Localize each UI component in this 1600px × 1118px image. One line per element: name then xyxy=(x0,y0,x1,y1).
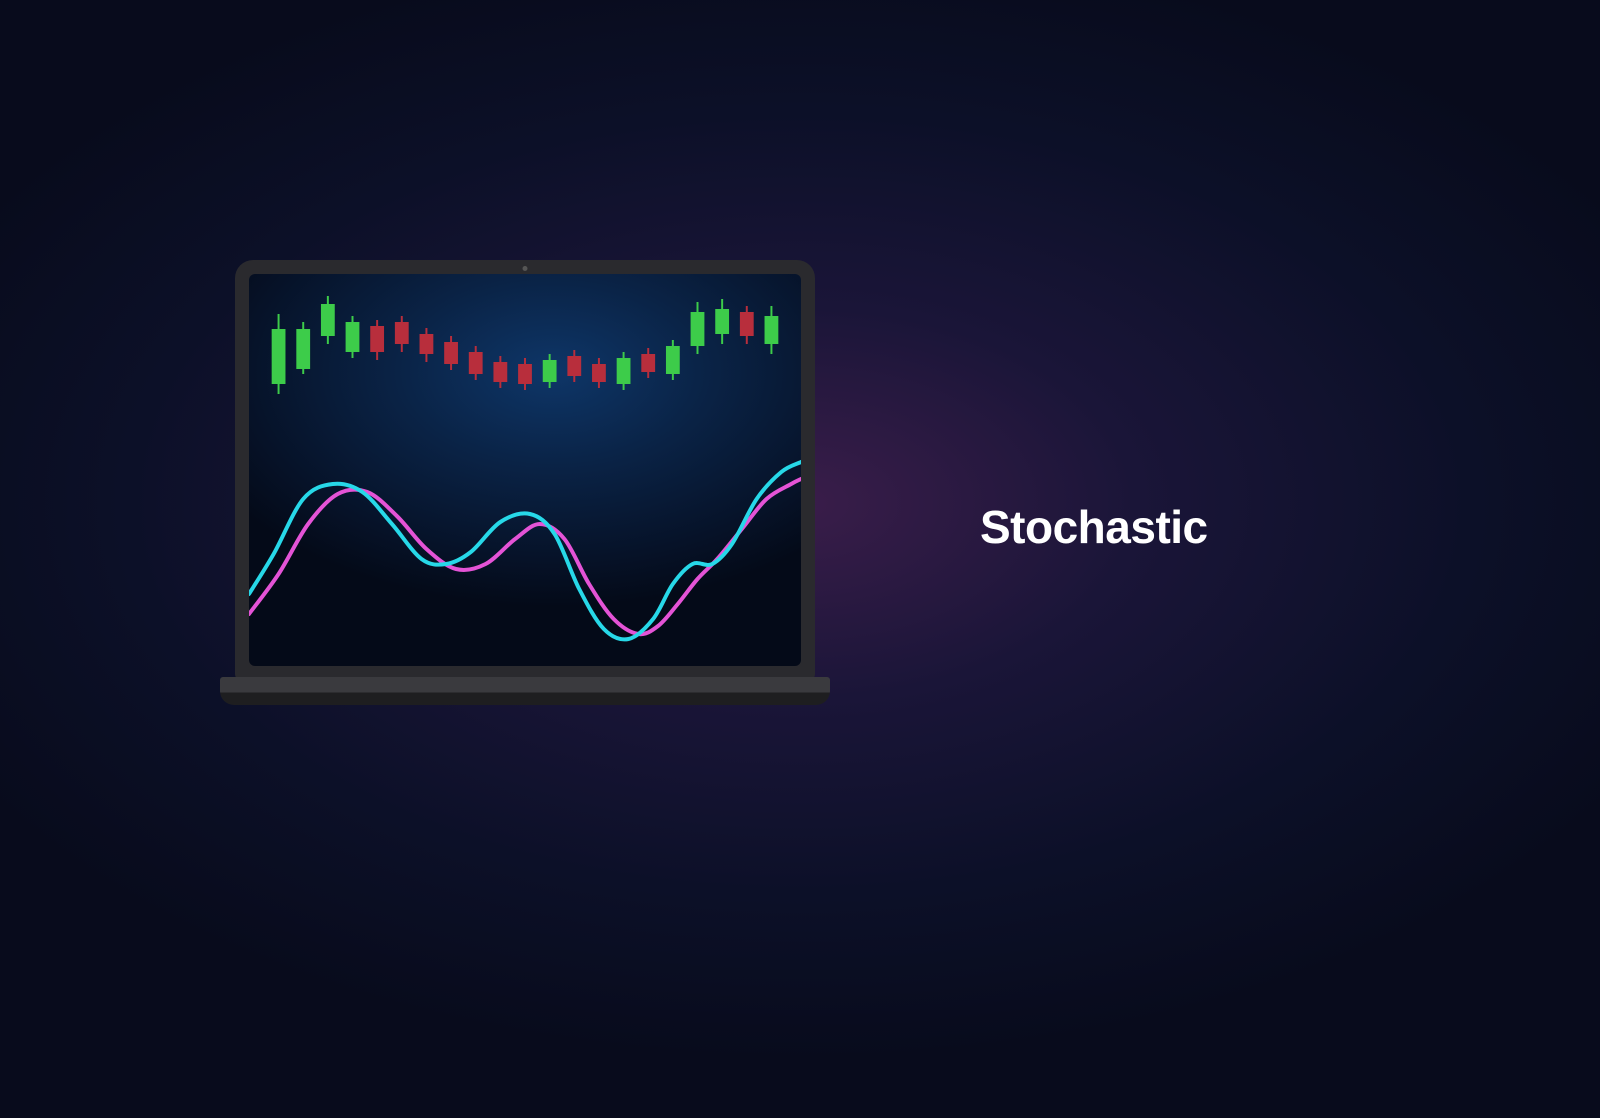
stochastic-d-line xyxy=(249,479,801,634)
candle-body xyxy=(518,364,532,384)
chart-canvas xyxy=(249,274,801,666)
candle-body xyxy=(420,334,434,354)
candle-body xyxy=(715,309,729,334)
candle-body xyxy=(543,360,557,382)
candle-body xyxy=(592,364,606,382)
candle-body xyxy=(765,316,779,344)
laptop-camera-icon xyxy=(523,266,528,271)
laptop-device xyxy=(220,260,830,705)
candle-body xyxy=(493,362,507,382)
candle-body xyxy=(321,304,335,336)
laptop-screen xyxy=(249,274,801,666)
candle-body xyxy=(395,322,409,344)
candle-body xyxy=(641,354,655,372)
candle-body xyxy=(666,346,680,374)
candle-body xyxy=(370,326,384,352)
candlestick-chart xyxy=(272,296,779,394)
illustration-stage: Stochastic xyxy=(0,0,1600,1118)
stochastic-k-line xyxy=(249,462,801,639)
laptop-base xyxy=(220,677,830,705)
candle-body xyxy=(469,352,483,374)
candle-body xyxy=(691,312,705,346)
laptop-bezel xyxy=(235,260,815,680)
candle-body xyxy=(444,342,458,364)
candle-body xyxy=(296,329,310,369)
candle-body xyxy=(617,358,631,384)
stochastic-oscillator-chart xyxy=(249,462,801,639)
candle-body xyxy=(567,356,581,376)
candle-body xyxy=(272,329,286,384)
candle-body xyxy=(740,312,754,336)
headline-text: Stochastic xyxy=(980,500,1208,554)
candle-body xyxy=(346,322,360,352)
